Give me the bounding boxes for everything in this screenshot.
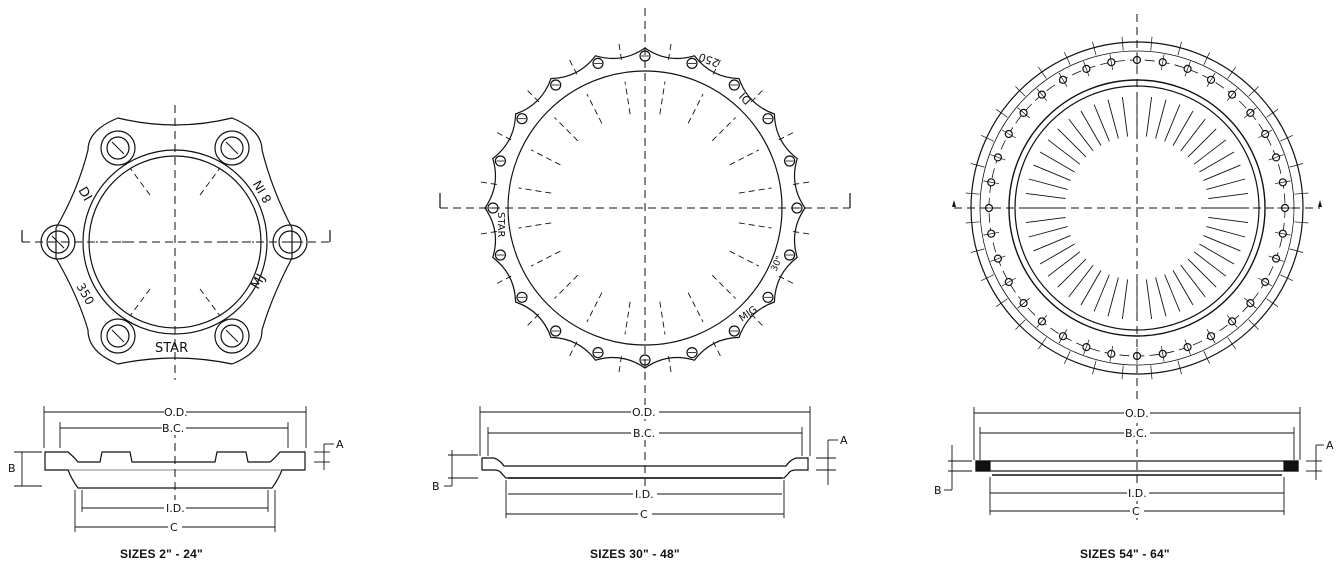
small-face-di: DI	[75, 185, 95, 205]
small-face-star: STAR	[155, 341, 188, 356]
medium-face-class: 250	[697, 50, 721, 69]
medium-gland-drawing: 250 DI STAR MJG 30"	[420, 0, 880, 570]
large-dim-a: A	[1326, 439, 1334, 452]
large-dim-c: C	[1132, 505, 1140, 518]
small-dim-c: C	[170, 521, 178, 534]
medium-dim-id: I.D.	[635, 488, 654, 501]
large-caption: SIZES 54" - 64"	[1080, 547, 1170, 561]
panel-sizes-30-48: 250 DI STAR MJG 30"	[420, 0, 880, 570]
panel-sizes-2-24: DI 350 STAR MJ 8 IN	[0, 0, 360, 570]
medium-face-di: DI	[737, 90, 754, 107]
small-face-mj: MJ	[248, 271, 269, 292]
large-dim-id: I.D.	[1128, 487, 1147, 500]
small-caption: SIZES 2" - 24"	[120, 547, 203, 561]
medium-face-star: STAR	[495, 212, 506, 238]
small-face-size: 8 IN	[250, 178, 274, 206]
medium-face-mjg: MJG	[737, 304, 759, 324]
small-dim-od: O.D.	[164, 406, 188, 419]
medium-center-lines	[440, 8, 850, 400]
medium-dim-od: O.D.	[632, 406, 656, 419]
small-dim-bc: B.C.	[162, 422, 184, 435]
medium-caption: SIZES 30" - 48"	[590, 547, 680, 561]
medium-dim-b: B	[432, 480, 440, 493]
medium-dimension-lines	[444, 406, 838, 518]
small-flange-outline	[56, 118, 292, 364]
small-section-view	[45, 430, 305, 500]
small-dim-b: B	[8, 462, 16, 475]
medium-dim-c: C	[640, 508, 648, 521]
small-center-lines	[22, 105, 330, 380]
small-dim-id: I.D.	[166, 502, 185, 515]
small-gland-drawing: DI 350 STAR MJ 8 IN	[0, 0, 360, 570]
medium-dim-a: A	[840, 434, 848, 447]
medium-dim-bc: B.C.	[633, 427, 655, 440]
panel-sizes-54-64: O.D. B.C. I.D. C A B SIZES 54" - 64"	[930, 0, 1340, 570]
medium-face-size: 30"	[770, 255, 786, 273]
large-dim-b: B	[934, 484, 942, 497]
large-dim-od: O.D.	[1125, 407, 1149, 420]
large-gland-drawing: O.D. B.C. I.D. C A B	[930, 0, 1340, 570]
large-dim-bc: B.C.	[1125, 427, 1147, 440]
small-dim-a: A	[336, 438, 344, 451]
